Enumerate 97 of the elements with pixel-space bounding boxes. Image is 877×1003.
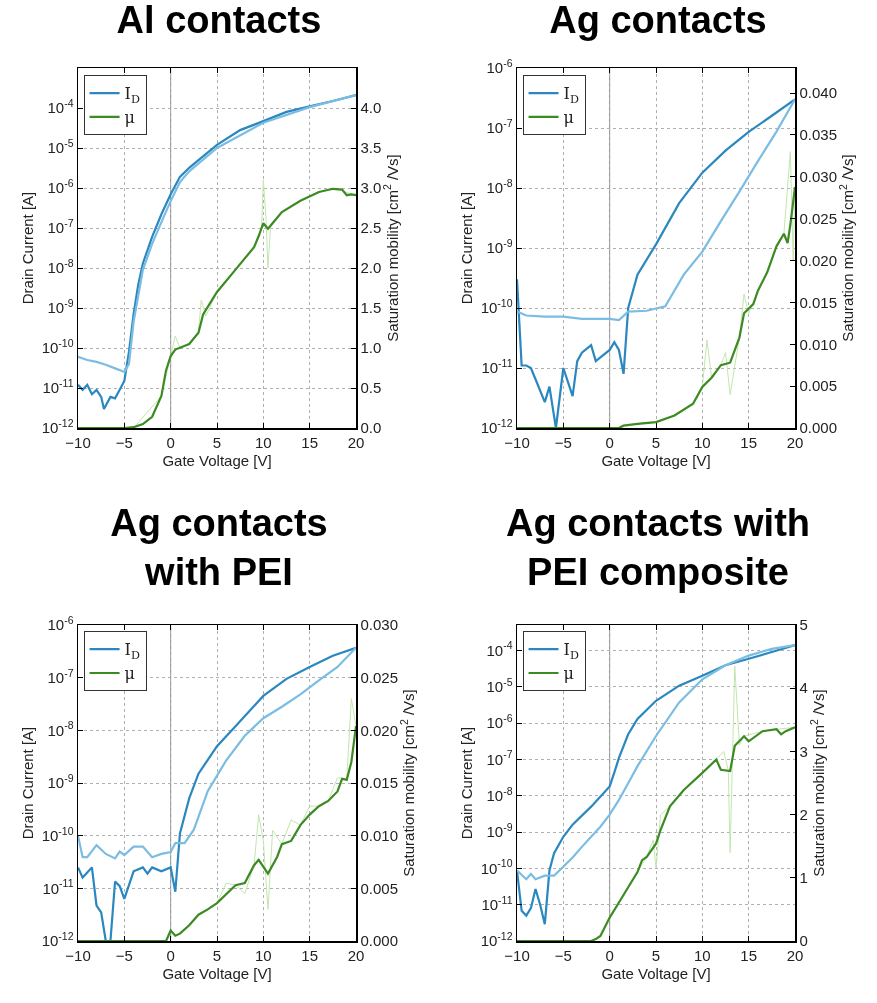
y2-tick-label: 1.0 xyxy=(360,339,382,357)
y-tick-label: 10$^{-5}$ xyxy=(47,136,74,157)
y2-tick-label: 2.0 xyxy=(360,259,382,277)
y-tick-label: 10$^{-7}$ xyxy=(47,216,74,237)
legend-label: μ xyxy=(124,108,135,128)
x-tick-label: 0 xyxy=(166,946,175,964)
y-tick-label: 10$^{-7}$ xyxy=(486,748,513,768)
y2-tick-label: 0.020 xyxy=(360,721,399,739)
y-axis-title: Drain Current [A] xyxy=(19,726,37,840)
y-tick-label: 10$^{-4}$ xyxy=(47,96,74,117)
chart-title: Ag contacts with PEI composite xyxy=(505,501,811,593)
x-tick-label: −5 xyxy=(554,433,572,451)
x-tick-label: 10 xyxy=(254,433,272,451)
y2-tick-label: 1.5 xyxy=(360,299,382,317)
x-axis-title: Gate Voltage [V] xyxy=(162,965,272,983)
x-tick-label: 10 xyxy=(693,946,711,964)
x-tick-label: 15 xyxy=(740,433,758,451)
x-tick-label: 15 xyxy=(301,433,319,451)
y-tick-label: 10$^{-6}$ xyxy=(47,176,74,197)
y-tick-label: 10$^{-8}$ xyxy=(47,256,74,277)
y2-tick-label: 0.005 xyxy=(360,879,399,897)
x-tick-label: −5 xyxy=(115,433,133,451)
x-tick-label: 15 xyxy=(301,946,319,964)
legend-label: I$_{D}$ xyxy=(563,84,579,106)
y-tick-label: 10$^{-11}$ xyxy=(42,376,74,397)
y2-tick-label: 3 xyxy=(799,742,808,760)
x-tick-label: 10 xyxy=(693,433,711,451)
y-tick-label: 10$^{-7}$ xyxy=(486,116,513,137)
x-tick-label: 0 xyxy=(605,433,614,451)
y2-tick-label: 0.015 xyxy=(360,774,399,792)
y2-tick-label: 4.0 xyxy=(360,99,382,117)
y-tick-label: 10$^{-4}$ xyxy=(486,639,513,659)
legend-label: μ xyxy=(563,664,574,684)
y2-tick-label: 0.010 xyxy=(799,335,838,353)
y-tick-label: 10$^{-9}$ xyxy=(47,296,74,317)
y2-tick-label: 3.0 xyxy=(360,179,382,197)
x-tick-label: 5 xyxy=(651,433,661,451)
y2-tick-label: 0.035 xyxy=(799,126,838,144)
chart-title: Ag contacts xyxy=(549,0,767,41)
y-tick-label: 10$^{-11}$ xyxy=(42,877,74,897)
y-tick-label: 10$^{-8}$ xyxy=(47,719,74,739)
y-tick-label: 10$^{-11}$ xyxy=(481,893,513,913)
x-axis-title: Gate Voltage [V] xyxy=(601,452,711,470)
legend-label: I$_{D}$ xyxy=(124,84,140,106)
y-tick-label: 10$^{-5}$ xyxy=(486,675,513,695)
y-tick-label: 10$^{-9}$ xyxy=(47,771,74,792)
y-tick-label: 10$^{-8}$ xyxy=(486,176,513,197)
y2-tick-label: 0.015 xyxy=(799,293,838,311)
y2-tick-label: 5 xyxy=(799,616,808,634)
line-series xyxy=(517,726,795,941)
x-tick-label: 5 xyxy=(212,433,222,451)
x-tick-label: −5 xyxy=(554,946,572,964)
y-tick-label: 10$^{-8}$ xyxy=(486,784,513,804)
legend-label: I$_{D}$ xyxy=(563,640,579,662)
y2-tick-label: 0.040 xyxy=(799,84,838,102)
y2-tick-label: 0.020 xyxy=(799,251,838,269)
y2-tick-label: 0.030 xyxy=(799,168,838,186)
x-tick-label: 5 xyxy=(212,946,222,964)
y-tick-label: 10$^{-9}$ xyxy=(486,820,513,841)
y-axis-title: Drain Current [A] xyxy=(19,191,37,305)
x-tick-label: 0 xyxy=(166,433,175,451)
x-tick-label: 5 xyxy=(651,946,661,964)
line-series xyxy=(517,643,795,881)
chart-title: Al contacts xyxy=(116,0,322,41)
x-tick-label: 0 xyxy=(605,946,614,964)
x-tick-label: −5 xyxy=(115,946,133,964)
x-tick-label: 15 xyxy=(740,946,758,964)
y2-tick-label: 3.5 xyxy=(360,139,382,157)
y2-tick-label: 1 xyxy=(799,869,808,887)
y-tick-label: 10$^{-6}$ xyxy=(486,711,513,732)
legend-label: μ xyxy=(124,664,135,684)
y2-tick-label: 0.025 xyxy=(799,209,838,227)
y-tick-label: 10$^{-10}$ xyxy=(41,336,74,357)
y2-tick-label: 0.005 xyxy=(799,377,838,395)
y-tick-label: 10$^{-11}$ xyxy=(481,356,513,377)
y-tick-label: 10$^{-6}$ xyxy=(486,56,513,77)
y-tick-label: 10$^{-10}$ xyxy=(41,824,74,844)
x-axis-title: Gate Voltage [V] xyxy=(601,965,711,983)
x-axis-title: Gate Voltage [V] xyxy=(162,452,272,470)
y2-tick-label: 2.5 xyxy=(360,219,382,237)
y-tick-label: 10$^{-10}$ xyxy=(480,296,513,317)
legend-label: I$_{D}$ xyxy=(124,640,140,662)
y2-tick-label: 4 xyxy=(799,679,808,697)
y-tick-label: 10$^{-7}$ xyxy=(47,666,74,686)
y2-tick-label: 2 xyxy=(799,805,808,823)
chart-title: Ag contacts with PEI xyxy=(110,501,328,593)
y-tick-label: 10$^{-9}$ xyxy=(486,236,513,257)
y-axis-title: Drain Current [A] xyxy=(458,191,476,305)
legend-label: μ xyxy=(563,108,574,128)
y2-tick-label: 0.5 xyxy=(360,379,382,397)
y2-tick-label: 0.025 xyxy=(360,668,399,686)
y2-tick-label: 0.010 xyxy=(360,826,399,844)
y-tick-label: 10$^{-6}$ xyxy=(47,613,74,634)
x-tick-label: 10 xyxy=(254,946,272,964)
y-tick-label: 10$^{-10}$ xyxy=(480,857,513,877)
y-axis-title: Drain Current [A] xyxy=(458,726,476,840)
y2-tick-label: 0.030 xyxy=(360,616,399,634)
